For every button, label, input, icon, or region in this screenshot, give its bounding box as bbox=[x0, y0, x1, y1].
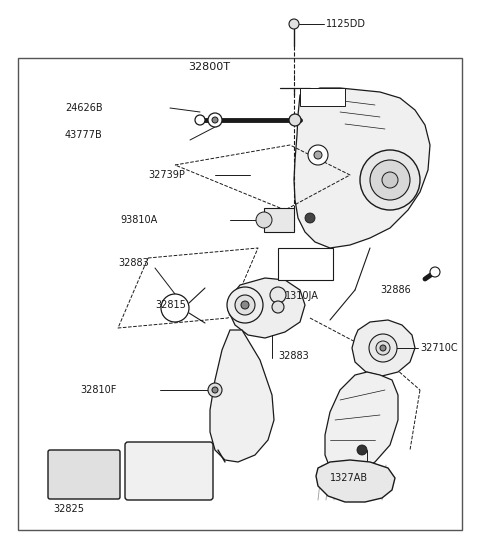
Circle shape bbox=[308, 145, 328, 165]
Text: 1327AB: 1327AB bbox=[330, 473, 368, 483]
Polygon shape bbox=[316, 460, 395, 502]
Text: 32710C: 32710C bbox=[420, 343, 457, 353]
Polygon shape bbox=[294, 88, 430, 248]
Text: 32815: 32815 bbox=[155, 300, 186, 310]
Circle shape bbox=[227, 287, 263, 323]
Text: 93810A: 93810A bbox=[120, 215, 157, 225]
Polygon shape bbox=[210, 330, 274, 462]
Circle shape bbox=[161, 294, 189, 322]
Circle shape bbox=[208, 383, 222, 397]
Text: 32883: 32883 bbox=[118, 258, 149, 268]
Circle shape bbox=[382, 172, 398, 188]
Circle shape bbox=[314, 151, 322, 159]
Text: 24626B: 24626B bbox=[65, 103, 103, 113]
Circle shape bbox=[195, 115, 205, 125]
Text: 32825: 32825 bbox=[53, 504, 84, 514]
Circle shape bbox=[380, 345, 386, 351]
Circle shape bbox=[256, 212, 272, 228]
Circle shape bbox=[289, 114, 301, 126]
Bar bbox=[300, 88, 345, 106]
Circle shape bbox=[212, 117, 218, 123]
FancyBboxPatch shape bbox=[125, 442, 213, 500]
Circle shape bbox=[272, 301, 284, 313]
Circle shape bbox=[370, 160, 410, 200]
FancyBboxPatch shape bbox=[48, 450, 120, 499]
Polygon shape bbox=[325, 372, 398, 474]
Circle shape bbox=[357, 445, 367, 455]
Circle shape bbox=[369, 334, 397, 362]
Text: 1310JA: 1310JA bbox=[285, 291, 319, 301]
Circle shape bbox=[376, 341, 390, 355]
Circle shape bbox=[212, 387, 218, 393]
Circle shape bbox=[208, 113, 222, 127]
Polygon shape bbox=[228, 278, 305, 338]
Circle shape bbox=[360, 150, 420, 210]
Polygon shape bbox=[352, 320, 415, 376]
Text: 32883: 32883 bbox=[278, 351, 309, 361]
Bar bbox=[264, 208, 294, 232]
Text: 32739P: 32739P bbox=[148, 170, 185, 180]
Circle shape bbox=[430, 267, 440, 277]
Circle shape bbox=[305, 213, 315, 223]
Circle shape bbox=[235, 295, 255, 315]
Circle shape bbox=[241, 301, 249, 309]
Text: 43777B: 43777B bbox=[65, 130, 103, 140]
Text: 32886: 32886 bbox=[380, 285, 411, 295]
Circle shape bbox=[289, 19, 299, 29]
Bar bbox=[278, 248, 333, 280]
Text: 32800T: 32800T bbox=[188, 62, 230, 72]
Bar bbox=[18, 58, 462, 530]
Circle shape bbox=[270, 287, 286, 303]
Text: 32810F: 32810F bbox=[80, 385, 116, 395]
Text: 1125DD: 1125DD bbox=[326, 19, 366, 29]
